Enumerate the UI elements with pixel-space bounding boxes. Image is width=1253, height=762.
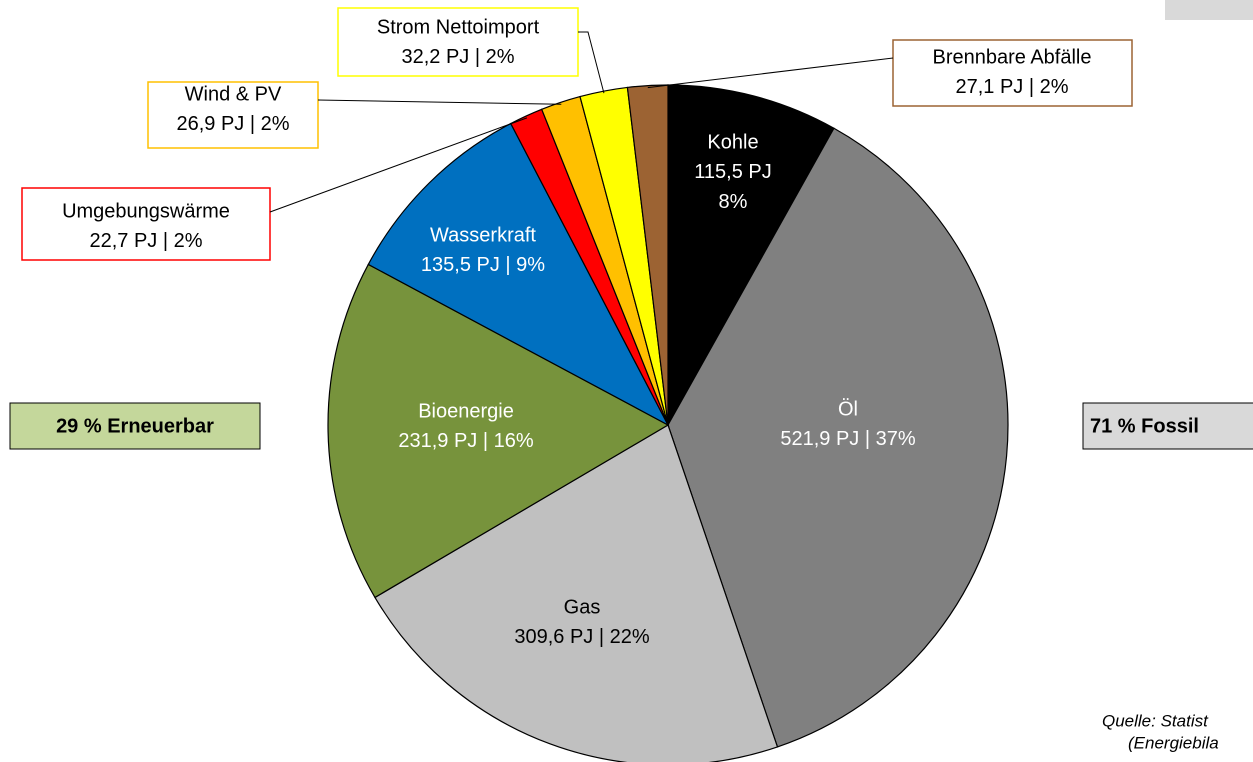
fossil-label: 71 % Fossil [1090, 415, 1199, 437]
slice-value-label: 231,9 PJ | 16% [398, 430, 534, 452]
slice-name: Brennbare Abfälle [932, 46, 1091, 68]
pie-slice [374, 424, 779, 762]
leader-line [578, 31, 605, 94]
slice-name: Wind & PV [185, 83, 282, 105]
source: (Energiebila [1128, 733, 1219, 752]
slice-value-label: 27,1 PJ | 2% [955, 76, 1068, 98]
renewable-label: 29 % Erneuerbar [56, 415, 214, 437]
slice-name: Öl [838, 398, 858, 420]
slice-value-label: 32,2 PJ | 2% [401, 46, 514, 68]
slice-value-label: 115,5 PJ 8% [694, 161, 771, 213]
label-box [337, 7, 579, 77]
label-box [21, 187, 271, 261]
renewable-box [9, 402, 261, 450]
slice-name: Strom Nettoimport [377, 16, 540, 38]
pie [327, 84, 1009, 762]
slice-value-label: 521,9 PJ | 37% [780, 428, 916, 450]
label-box [892, 39, 1133, 107]
slice-value-label: 135,5 PJ | 9% [421, 254, 545, 276]
corner-box [1165, 0, 1253, 20]
slice-value-label: 26,9 PJ | 2% [176, 113, 289, 135]
slice-value-label: 309,6 PJ | 22% [514, 626, 650, 648]
label-box [147, 81, 319, 149]
pie-slice [327, 263, 670, 599]
leader-line [647, 57, 894, 89]
pie-slice [667, 84, 835, 428]
pie-slice [667, 127, 1009, 748]
pie-slice [367, 122, 670, 427]
slice-name: Wasserkraft [430, 224, 536, 246]
leader-line [269, 117, 528, 213]
source: Quelle: Statist [1102, 711, 1209, 730]
fossil-box [1082, 402, 1253, 450]
slice-name: Bioenergie [418, 400, 514, 422]
slice-name: Gas [564, 596, 601, 618]
slice-name: Kohle [707, 131, 758, 153]
slice-value-label: 22,7 PJ | 2% [89, 230, 202, 252]
leader-line [317, 99, 562, 105]
slice-name: Umgebungswärme [62, 200, 230, 222]
